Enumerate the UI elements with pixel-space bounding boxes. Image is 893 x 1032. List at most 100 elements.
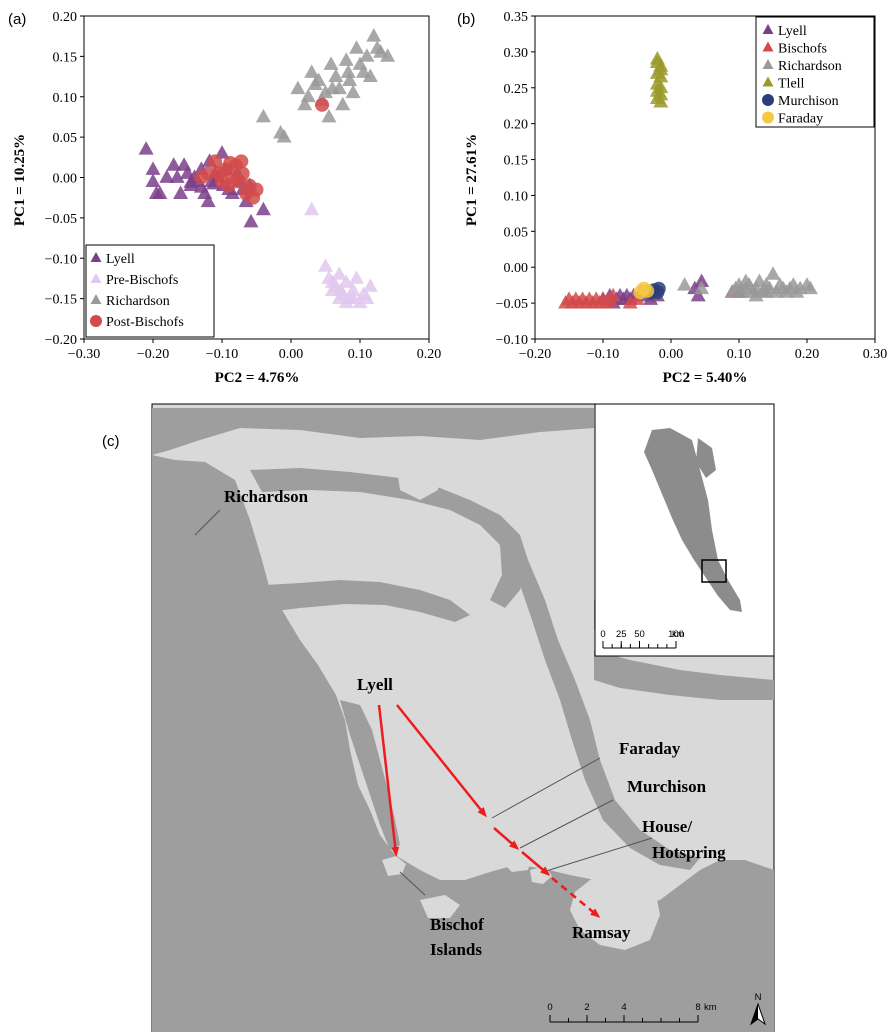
- arrow-faraday-to-murchison: [493, 827, 520, 850]
- x-tick-label: 0.00: [659, 347, 684, 362]
- legend-entry: Faraday: [778, 112, 823, 127]
- data-point: [651, 281, 666, 296]
- legend-entry: Richardson: [778, 59, 842, 74]
- x-tick-label: 0.30: [863, 347, 888, 362]
- panel-b-legend-box: [755, 16, 875, 128]
- x-tick-label: 0.20: [417, 347, 442, 362]
- panel-c-map: (c): [102, 403, 775, 1032]
- inset-study-area-box: [701, 559, 727, 583]
- arrow-lyell-to-faraday: [396, 704, 487, 818]
- legend-entry: Lyell: [106, 252, 135, 267]
- data-point: [234, 154, 249, 169]
- x-tick-label: −0.10: [206, 347, 238, 362]
- legend-marker: [90, 315, 102, 327]
- data-point: [169, 169, 185, 183]
- data-point: [362, 68, 378, 82]
- inset-map: 0 25 50 100 km: [594, 403, 775, 657]
- data-point: [738, 273, 754, 287]
- data-point: [352, 294, 368, 309]
- data-point: [318, 84, 333, 99]
- data-point: [276, 129, 292, 143]
- label-bischof: Bischof: [430, 915, 484, 934]
- label-richardson: Richardson: [224, 487, 309, 506]
- data-point: [200, 193, 216, 208]
- panel-b-scatter-plot: (b) −0.20 −0.10 0.00 0.10 0.20 0.30 0.35 0.30 0.…: [457, 10, 887, 386]
- panel-a-label: (a): [8, 11, 26, 28]
- label-lyell: Lyell: [357, 675, 393, 694]
- x-tick-label: −0.30: [68, 347, 100, 362]
- panel-a-legend: Lyell Pre-Bischofs Richardson Post-Bischofs: [85, 244, 215, 338]
- data-point: [159, 169, 175, 183]
- label-faraday: Faraday: [619, 739, 681, 758]
- legend-marker: [90, 252, 102, 262]
- legend-marker: [90, 273, 102, 283]
- data-point: [380, 48, 396, 62]
- data-point: [243, 213, 259, 228]
- data-point: [145, 161, 161, 175]
- data-point: [338, 274, 354, 288]
- y-tick-label: 0.00: [504, 261, 529, 276]
- data-point: [300, 88, 316, 103]
- legend-entry: Bischofs: [778, 42, 827, 57]
- data-point: [304, 64, 320, 78]
- data-point: [338, 52, 354, 66]
- data-point: [802, 280, 818, 295]
- north-arrow-half-icon: [751, 1004, 758, 1024]
- data-point: [324, 282, 340, 296]
- data-point: [201, 166, 216, 181]
- data-point: [690, 287, 706, 302]
- legend-marker: [762, 94, 774, 106]
- y-tick-label: 0.35: [504, 10, 529, 25]
- y-tick-label: −0.05: [496, 297, 528, 312]
- north-arrow: N: [750, 992, 766, 1026]
- data-point: [315, 97, 330, 112]
- scale-unit: km: [704, 1002, 717, 1013]
- inset-scale-bar: 0 25 50 100: [600, 629, 684, 649]
- panel-a-legend-box: [85, 244, 215, 338]
- data-point: [152, 185, 168, 200]
- inset-island-north: [696, 438, 716, 478]
- panel-a-points: [138, 28, 396, 309]
- data-point: [653, 94, 669, 108]
- data-point: [653, 61, 669, 76]
- data-point: [640, 283, 655, 298]
- map-water: [152, 408, 774, 1032]
- data-point: [366, 28, 382, 42]
- series-lyell: [595, 273, 747, 309]
- data-point: [359, 290, 375, 305]
- ramsay-island: [570, 870, 660, 950]
- legend-entry: Richardson: [106, 294, 170, 309]
- panel-c-label: (c): [102, 433, 120, 450]
- y-tick-label: 0.20: [504, 118, 529, 133]
- data-point: [255, 201, 271, 216]
- data-point: [677, 277, 693, 291]
- arrow-house-to-ramsay: [551, 877, 601, 918]
- data-point: [255, 108, 271, 123]
- x-tick-label: −0.10: [587, 347, 619, 362]
- panel-b-ticks: −0.20 −0.10 0.00 0.10 0.20 0.30 0.35 0.30 0.25 0.…: [496, 10, 888, 362]
- legend-marker: [90, 294, 102, 304]
- series-richardson: [677, 266, 818, 302]
- y-tick-label: −0.10: [45, 252, 77, 267]
- data-point: [311, 72, 327, 86]
- panel-b-label: (b): [457, 11, 475, 28]
- data-point: [173, 185, 189, 200]
- legend-marker: [762, 76, 774, 87]
- panel-a-scatter-plot: (a) −0.30 −0.20 −0.10 0.00 0.10 0.200.200.150…: [8, 10, 441, 386]
- y-tick-label: 0.10: [504, 189, 529, 204]
- x-tick-label: −0.20: [519, 347, 551, 362]
- bischof-islands: [382, 856, 406, 876]
- data-point: [290, 80, 306, 95]
- panel-a-ticks: −0.30 −0.20 −0.10 0.00 0.10 0.200.200.150.100…: [45, 10, 442, 362]
- y-tick-label: 0.25: [504, 82, 529, 97]
- y-tick-label: −0.20: [45, 333, 77, 348]
- data-point: [605, 287, 621, 302]
- water-lyell-inlet: [340, 700, 400, 850]
- y-tick-label: 0.30: [504, 46, 529, 61]
- arrow-murchison-to-house: [521, 851, 551, 876]
- panel-b-legend: Lyell Bischofs Richardson Tlell Murchison Far…: [755, 16, 875, 128]
- data-point: [166, 157, 182, 171]
- scale-label: 2: [584, 1002, 589, 1013]
- panel-b-x-axis-title: PC2 = 5.40%: [663, 370, 748, 386]
- data-point: [359, 48, 375, 62]
